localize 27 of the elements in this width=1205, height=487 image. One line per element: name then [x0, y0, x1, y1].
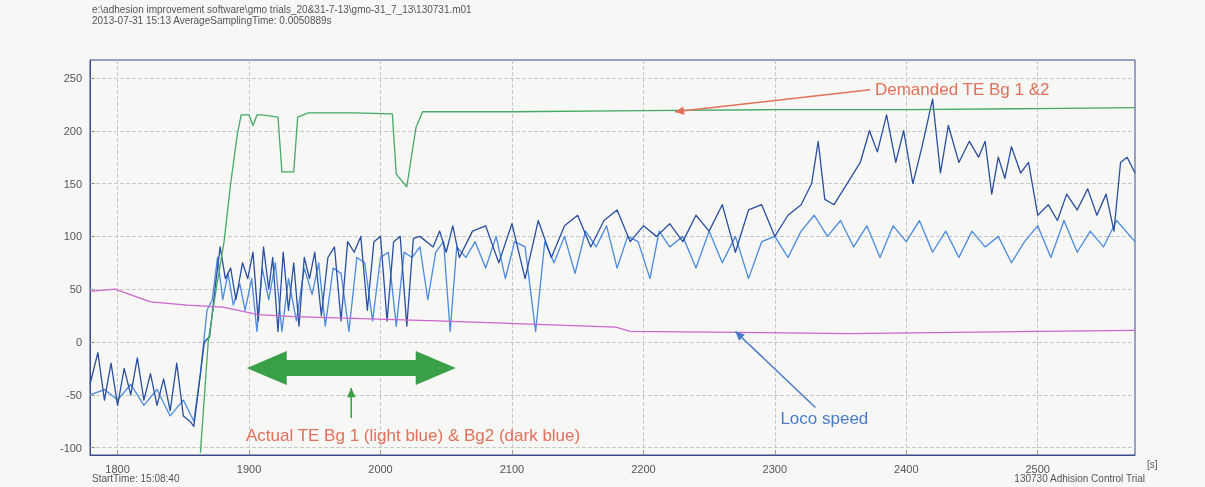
text: 2013-07-31 15:13 AverageSamplingTime: 0.0050889s: [92, 15, 332, 26]
y-tick-label: 50: [69, 283, 82, 296]
line-series: [199, 106, 1136, 454]
x-tick-label: 2000: [368, 462, 393, 475]
y-tick-label: -100: [59, 441, 82, 454]
x-tick-label: 2300: [762, 462, 788, 475]
y-tick-label: 0: [75, 335, 82, 348]
x-tick-label: 1800: [105, 462, 130, 475]
annotation: Loco speed: [780, 409, 869, 430]
text: StartTime: 15:08:40: [92, 473, 180, 484]
line-series: [89, 288, 1136, 335]
x-tick-label: 2500: [1025, 462, 1050, 475]
text: 130730 Adhision Control Trial: [1014, 473, 1145, 484]
line-series: [89, 98, 1136, 428]
y-tick-label: 100: [63, 230, 82, 243]
annotation: Actual TE Bg 1 (light blue) & Bg2 (dark blue): [246, 426, 581, 446]
annotation: Demanded TE Bg 1 &2: [874, 79, 1050, 100]
y-tick-label: 250: [63, 71, 82, 84]
x-tick-label: 1900: [236, 462, 262, 475]
y-tick-label: -50: [66, 388, 82, 401]
x-tick-label: 2100: [499, 462, 525, 475]
y-tick-label: 200: [63, 124, 82, 137]
text: e:\adhesion improvement software\gmo trials_20&31-7-13\gmo-31_7_13\130731.m01: [92, 4, 472, 15]
y-tick-label: 150: [63, 177, 82, 190]
x-tick-label: 2400: [894, 462, 919, 475]
x-tick-label: 2200: [631, 462, 656, 475]
x-axis-title: [s]: [1147, 458, 1158, 470]
